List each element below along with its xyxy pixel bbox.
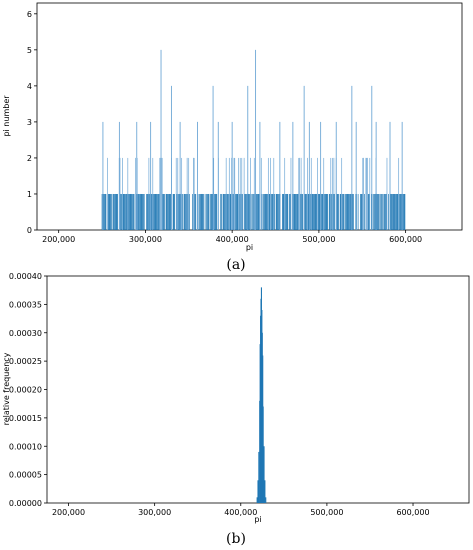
ytick-label: 0.00010	[9, 442, 42, 451]
ytick-label: 0.00030	[9, 329, 42, 338]
chart-a-xlabel: pi	[246, 243, 253, 252]
ytick-label: 0.00035	[9, 300, 42, 309]
ytick-label: 1	[27, 190, 32, 199]
xtick-label: 600,000	[396, 508, 429, 517]
ytick-label: 0.00020	[9, 386, 42, 395]
chart-b-yticks: 0.00000 0.00005 0.00010 0.00015 0.00020 0.000…	[9, 272, 47, 508]
chart-b-frame	[46, 275, 470, 504]
panel-label-b: (b)	[226, 531, 246, 547]
ytick-label: 0.00025	[9, 357, 42, 366]
xtick-label: 600,000	[389, 235, 422, 244]
xtick-label: 300,000	[138, 508, 171, 517]
ytick-label: 0.00040	[9, 272, 42, 281]
ytick-label: 6	[27, 10, 32, 19]
chart-a-yticks: 0 1 2 3 4 5 6	[27, 10, 37, 235]
chart-b-xlabel: pi	[254, 515, 261, 524]
chart-b-xticks: 200,000 300,000 400,000 500,000 600,000	[52, 503, 430, 517]
xtick-label: 500,000	[310, 508, 343, 517]
ytick-label: 0	[27, 226, 32, 235]
xtick-label: 200,000	[52, 508, 85, 517]
xtick-label: 300,000	[129, 235, 162, 244]
ytick-label: 0.00015	[9, 414, 42, 423]
ytick-label: 0.00005	[9, 471, 42, 480]
xtick-label: 500,000	[302, 235, 335, 244]
ytick-label: 0.00000	[9, 499, 42, 508]
chart-a-xticks: 200,000 300,000 400,000 500,000 600,000	[42, 230, 422, 244]
ytick-label: 5	[27, 46, 32, 55]
chart-b-ylabel: relative frequency	[2, 352, 11, 425]
ytick-label: 3	[27, 118, 32, 127]
chart-b: 0.00000 0.00005 0.00010 0.00015 0.00020 0.000…	[2, 272, 470, 547]
chart-b-bars	[256, 287, 267, 503]
xtick-label: 400,000	[224, 508, 257, 517]
xtick-label: 400,000	[216, 235, 249, 244]
ytick-label: 2	[27, 154, 32, 163]
xtick-label: 200,000	[42, 235, 75, 244]
panel-label-a: (a)	[226, 257, 245, 273]
chart-a-ylabel: pi number	[2, 95, 11, 137]
chart-a: 0 1 2 3 4 5 6 200,000 300,000 400,000 500,000 600,…	[2, 2, 463, 273]
ytick-label: 4	[27, 82, 32, 91]
chart-a-bars	[101, 49, 406, 230]
